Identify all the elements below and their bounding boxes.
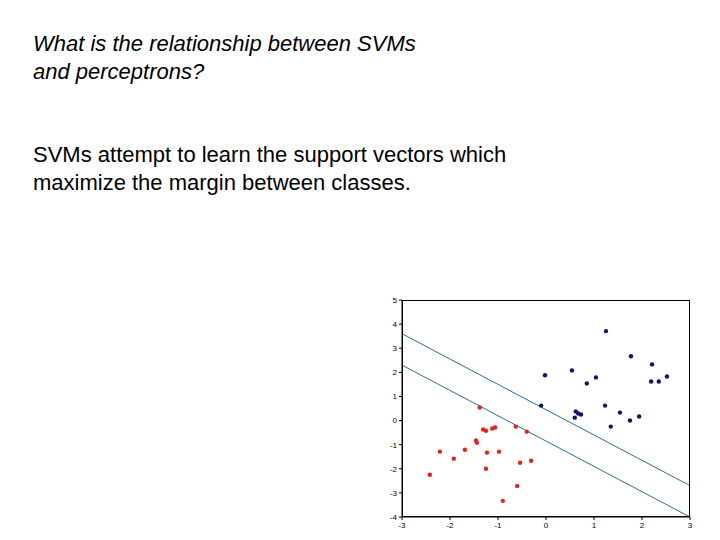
svg-text:2: 2 (393, 368, 398, 377)
svg-text:0: 0 (544, 521, 549, 530)
html-text:SVMs attempt to learn the supp: SVMs attempt to learn the support vector… (33, 142, 507, 167)
svg-text:5: 5 (393, 296, 398, 305)
svg-text:-3: -3 (398, 521, 406, 530)
svg-text:1: 1 (592, 521, 597, 530)
svg-text:0: 0 (393, 416, 398, 425)
svg-text:4: 4 (393, 320, 398, 329)
html-text:maximize the margin between cl: maximize the margin between classes. (33, 170, 411, 195)
svg-text:-4: -4 (390, 513, 398, 522)
svg-text:-1: -1 (494, 521, 502, 530)
svg-text:-3: -3 (390, 489, 398, 498)
svg-text:3: 3 (393, 344, 398, 353)
html-text:and perceptrons?: and perceptrons? (33, 59, 205, 84)
svg-text:-1: -1 (390, 441, 398, 450)
svg-text:3: 3 (688, 521, 693, 530)
svg-text:-2: -2 (446, 521, 454, 530)
html-text:What is the relationship betwe: What is the relationship between SVMs (33, 31, 416, 56)
svg-text:2: 2 (640, 521, 645, 530)
svg-text:-2: -2 (390, 465, 398, 474)
svg-text:1: 1 (393, 392, 398, 401)
